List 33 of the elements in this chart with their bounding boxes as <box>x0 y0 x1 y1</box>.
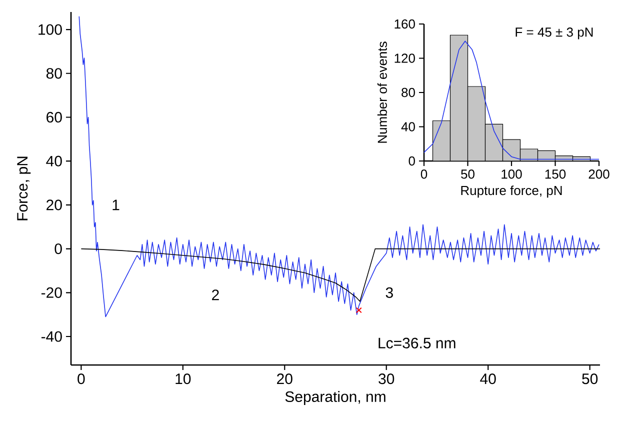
x-tick-label: 30 <box>378 374 394 384</box>
x-tick-label: 20 <box>277 374 292 384</box>
y-tick-label: 100 <box>38 24 62 35</box>
y-tick-label: 80 <box>46 68 62 79</box>
x-tick-label: 0 <box>420 170 428 179</box>
y-tick-label: 40 <box>401 122 415 132</box>
y-axis-title: Force, pN <box>17 156 31 220</box>
y-tick-label: 60 <box>46 112 62 123</box>
y-tick-label: 0 <box>54 243 62 254</box>
y-tick-label: -40 <box>41 331 62 342</box>
y-tick-label: 120 <box>394 54 415 63</box>
x-tick-label: 10 <box>176 374 191 384</box>
y-tick-label: -20 <box>41 287 62 298</box>
annotation: 2 <box>212 290 219 300</box>
y-axis-title: Number of events <box>377 42 387 143</box>
annotation: 1 <box>112 200 120 210</box>
annotation: F = 45 ± 3 pN <box>516 28 593 40</box>
x-tick-label: 100 <box>502 170 522 179</box>
x-tick-label: 50 <box>582 374 598 384</box>
x-axis-title: Separation, nm <box>285 390 386 405</box>
y-tick-label: 40 <box>46 156 62 166</box>
y-tick-label: 0 <box>408 156 415 166</box>
x-tick-label: 40 <box>480 374 496 384</box>
x-tick-label: 150 <box>545 170 566 179</box>
annotation: 3 <box>386 287 393 298</box>
y-tick-label: 20 <box>46 200 62 210</box>
x-tick-label: 200 <box>588 170 610 179</box>
annotation: Lc=36.5 nm <box>378 338 456 348</box>
x-tick-label: 50 <box>461 170 474 179</box>
y-tick-label: 160 <box>394 19 415 29</box>
x-axis-title: Rupture force, pN <box>461 186 562 198</box>
y-tick-label: 80 <box>402 88 415 98</box>
x-tick-label: 0 <box>78 374 85 384</box>
